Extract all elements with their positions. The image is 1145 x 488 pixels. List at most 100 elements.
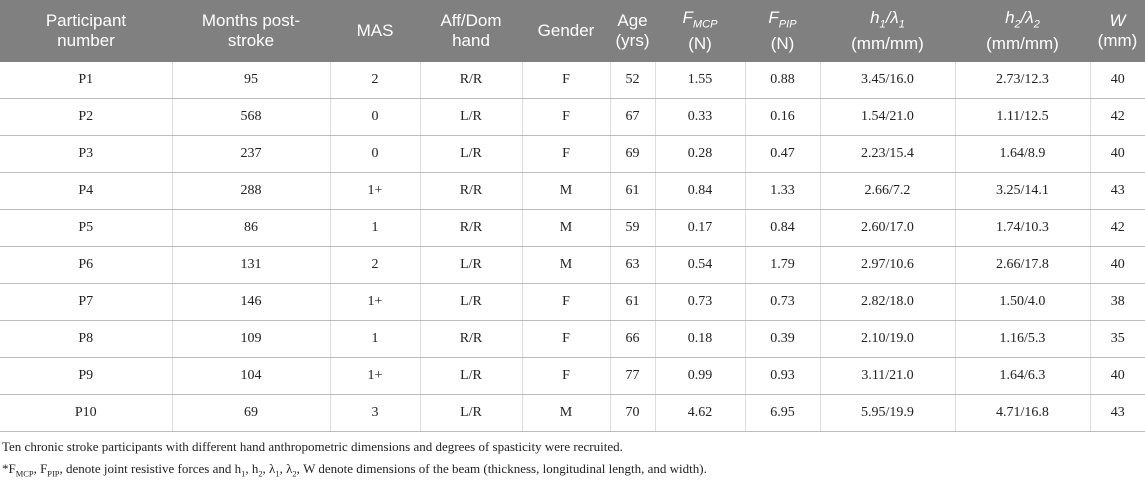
header-line: hand [424, 31, 518, 51]
cell: 1.64/6.3 [955, 357, 1091, 395]
cell: 63 [610, 246, 656, 284]
cell: 2.60/17.0 [820, 209, 956, 247]
cell: 109 [172, 320, 331, 358]
cell: 2.73/12.3 [955, 62, 1091, 99]
cell: 59 [610, 209, 656, 247]
cell: 40 [1090, 357, 1145, 395]
text: , λ [262, 461, 276, 476]
cell: 67 [610, 98, 656, 136]
cell: 0.84 [745, 209, 821, 247]
header-line: Aff/Dom [424, 11, 518, 31]
cell: F [522, 62, 611, 99]
note: Ten chronic stroke participants with dif… [0, 436, 1145, 458]
text: , denote joint resistive forces and h [59, 461, 242, 476]
subscript: 1 [241, 468, 246, 479]
text: Gender [537, 21, 595, 40]
subscript: 2 [1033, 18, 1040, 31]
cell: 1.55 [655, 62, 746, 99]
cell: 70 [610, 394, 656, 432]
cell: 4.71/16.8 [955, 394, 1091, 432]
header-line: Participant [4, 11, 168, 31]
cell: 77 [610, 357, 656, 395]
header-line: Gender [526, 21, 606, 41]
cell: 61 [610, 283, 656, 321]
cell: F [522, 135, 611, 173]
header-line: (mm/mm) [959, 34, 1086, 54]
subscript: PIP [47, 468, 60, 479]
cell: 69 [610, 135, 656, 173]
cell: 6.95 [745, 394, 821, 432]
cell: M [522, 394, 611, 432]
cell: 1.74/10.3 [955, 209, 1091, 247]
text: stroke [227, 31, 275, 50]
cell: P4 [0, 172, 173, 210]
text: /λ [1020, 7, 1034, 27]
text: (mm/mm) [851, 34, 924, 54]
cell: 3.45/16.0 [820, 62, 956, 99]
cell: 3.25/14.1 [955, 172, 1091, 210]
text: , W denote dimensions of the beam (thick… [296, 461, 707, 476]
cell: L/R [420, 394, 523, 432]
table-row: P10 69 3 L/R M 70 4.62 6.95 5.95/19.9 4.71/16.8 43 [0, 394, 1145, 432]
header-line: FMCP [659, 8, 741, 34]
table-row: P5 86 1 R/R M 59 0.17 0.84 2.60/17.0 1.74/10.3 42 [0, 209, 1145, 247]
text: MAS [356, 21, 394, 40]
table-row: P3 237 0 L/R F 69 0.28 0.47 2.23/15.4 1.64/8.9 40 [0, 135, 1145, 173]
cell: 66 [610, 320, 656, 358]
text: , h [245, 461, 259, 476]
cell: 52 [610, 62, 656, 99]
cell: 0.54 [655, 246, 746, 284]
cell: 1.64/8.9 [955, 135, 1091, 173]
cell: 2 [330, 246, 421, 284]
text: Aff/Dom [440, 11, 502, 30]
text: number [57, 31, 115, 50]
text: (mm/mm) [986, 34, 1059, 54]
cell: P3 [0, 135, 173, 173]
cell: F [522, 357, 611, 395]
header-line: (N) [659, 34, 741, 54]
cell: 2.82/18.0 [820, 283, 956, 321]
header-cell: MAS [330, 0, 420, 62]
cell: M [522, 246, 611, 284]
text: h [1005, 7, 1015, 27]
cell: 40 [1090, 246, 1145, 284]
cell: 0.88 [745, 62, 821, 99]
cell: P1 [0, 62, 173, 99]
cell: 568 [172, 98, 331, 136]
text: h [870, 7, 880, 27]
cell: 1+ [330, 283, 421, 321]
cell: P5 [0, 209, 173, 247]
cell: 38 [1090, 283, 1145, 321]
text: , F [33, 461, 48, 476]
table-row: P6 131 2 L/R M 63 0.54 1.79 2.97/10.6 2.66/17.8 40 [0, 246, 1145, 284]
cell: 1.54/21.0 [820, 98, 956, 136]
cell: 0.17 [655, 209, 746, 247]
subscript: MCP [15, 468, 34, 479]
header-line: (mm/mm) [824, 34, 951, 54]
cell: 0 [330, 98, 421, 136]
text: Participant [45, 11, 127, 30]
cell: 146 [172, 283, 331, 321]
cell: 1.79 [745, 246, 821, 284]
subscript: PIP [778, 18, 797, 31]
table-row: P7 146 1+ L/R F 61 0.73 0.73 2.82/18.0 1.50/4.0 38 [0, 283, 1145, 321]
cell: P9 [0, 357, 173, 395]
table-row: P1 95 2 R/R F 52 1.55 0.88 3.45/16.0 2.73/12.3 40 [0, 62, 1145, 99]
cell: P2 [0, 98, 173, 136]
cell: 1.11/12.5 [955, 98, 1091, 136]
subscript: 1 [275, 468, 280, 479]
cell: 1+ [330, 357, 421, 395]
cell: F [522, 98, 611, 136]
cell: 61 [610, 172, 656, 210]
cell: 2.97/10.6 [820, 246, 956, 284]
table-row: P4 288 1+ R/R M 61 0.84 1.33 2.66/7.2 3.25/14.1 43 [0, 172, 1145, 210]
header-line: (yrs) [614, 31, 651, 51]
header-cell: FMCP (N) [655, 0, 745, 62]
cell: 40 [1090, 62, 1145, 99]
header-line: number [4, 31, 168, 51]
note: *FMCP, FPIP, denote joint resistive forc… [0, 458, 1145, 485]
subscript: 2 [258, 468, 263, 479]
cell: 0.28 [655, 135, 746, 173]
cell: 0.39 [745, 320, 821, 358]
table-row: P2 568 0 L/R F 67 0.33 0.16 1.54/21.0 1.11/12.5 42 [0, 98, 1145, 136]
